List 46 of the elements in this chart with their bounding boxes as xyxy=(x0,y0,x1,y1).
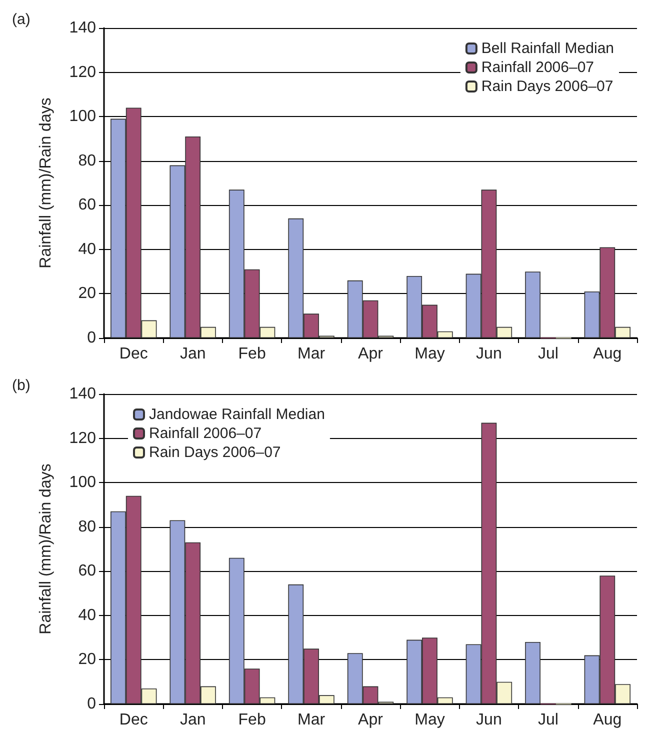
text: (b) xyxy=(12,377,30,394)
x-tick-label: Aug xyxy=(593,712,622,728)
y-tick-label: 140 xyxy=(69,20,96,36)
x-tick-label: Mar xyxy=(297,346,326,362)
bar xyxy=(525,272,540,338)
x-tick-label: Apr xyxy=(358,712,384,728)
legend-label: Rainfall 2006–07 xyxy=(149,425,262,442)
bar xyxy=(525,642,540,704)
y-tick-label: 20 xyxy=(78,651,96,668)
y-tick-label: 0 xyxy=(87,696,96,712)
y-tick-label: 80 xyxy=(78,152,96,170)
y-tick-label: 40 xyxy=(78,240,96,258)
y-tick-label: 80 xyxy=(78,518,96,536)
legend-label: Rain Days 2006–07 xyxy=(481,78,614,95)
x-tick-label: Dec xyxy=(119,346,148,362)
y-axis-title: Rainfall (mm)/Rain days xyxy=(38,464,54,634)
x-tick-label: Jun xyxy=(476,346,502,362)
legend-label: Bell Rainfall Median xyxy=(481,40,614,57)
x-tick-label: Feb xyxy=(238,346,266,362)
x-tick-label: Jul xyxy=(538,346,558,362)
y-tick-label: 20 xyxy=(78,285,96,302)
y-tick-label: 0 xyxy=(87,330,96,346)
y-tick-label: 40 xyxy=(78,606,96,624)
legend-label: Jandowae Rainfall Median xyxy=(149,406,325,423)
x-tick-label: Jan xyxy=(180,712,206,728)
y-tick-label: 100 xyxy=(69,474,96,492)
x-tick-label: Dec xyxy=(119,712,148,728)
y-axis-title: Rainfall (mm)/Rain days xyxy=(38,98,54,268)
legend-label: Rain Days 2006–07 xyxy=(149,444,281,461)
y-tick-label: 140 xyxy=(69,386,96,402)
y-tick-label: 60 xyxy=(78,562,96,580)
x-tick-label: Mar xyxy=(297,712,326,728)
x-tick-label: Aug xyxy=(593,346,622,362)
x-tick-label: Jun xyxy=(476,712,502,728)
x-tick-label: Jan xyxy=(180,346,206,362)
y-tick-label: 120 xyxy=(69,64,96,81)
y-tick-label: 100 xyxy=(69,108,96,126)
legend-label: Rainfall 2006–07 xyxy=(481,59,594,76)
y-tick-label: 60 xyxy=(78,196,96,214)
x-tick-label: May xyxy=(414,712,445,728)
x-tick-label: Jul xyxy=(538,712,558,728)
x-tick-label: Feb xyxy=(238,712,266,728)
x-tick-label: Apr xyxy=(358,346,384,362)
text: (a) xyxy=(12,11,30,28)
x-tick-label: May xyxy=(414,346,445,362)
y-tick-label: 120 xyxy=(69,430,96,447)
